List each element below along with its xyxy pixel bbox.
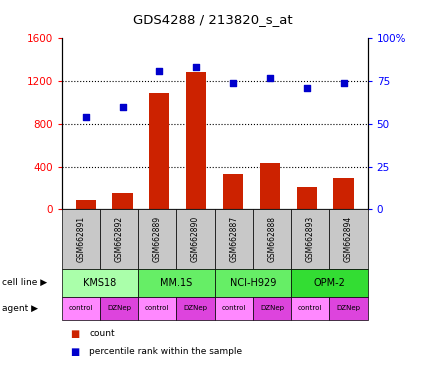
- Text: agent ▶: agent ▶: [2, 304, 38, 313]
- Text: GSM662892: GSM662892: [114, 216, 124, 262]
- Text: GSM662894: GSM662894: [344, 216, 353, 262]
- Point: [119, 104, 126, 110]
- Point: [266, 74, 273, 81]
- Text: KMS18: KMS18: [83, 278, 116, 288]
- Text: GSM662893: GSM662893: [306, 216, 315, 262]
- Point: [340, 80, 347, 86]
- Text: control: control: [145, 305, 170, 311]
- Point: [156, 68, 163, 74]
- Text: ■: ■: [70, 329, 79, 339]
- Bar: [186, 71, 206, 209]
- Text: percentile rank within the sample: percentile rank within the sample: [89, 347, 242, 356]
- Bar: [112, 193, 133, 209]
- Text: GSM662888: GSM662888: [267, 216, 277, 262]
- Text: control: control: [298, 305, 323, 311]
- Point: [193, 65, 200, 71]
- Text: DZNep: DZNep: [337, 305, 360, 311]
- Bar: [334, 178, 354, 209]
- Text: MM.1S: MM.1S: [160, 278, 193, 288]
- Point: [230, 80, 236, 86]
- Text: control: control: [221, 305, 246, 311]
- Text: GDS4288 / 213820_s_at: GDS4288 / 213820_s_at: [133, 13, 292, 26]
- Point: [82, 114, 89, 120]
- Text: GSM662891: GSM662891: [76, 216, 85, 262]
- Text: count: count: [89, 329, 115, 338]
- Bar: [260, 163, 280, 209]
- Text: GSM662890: GSM662890: [191, 216, 200, 262]
- Text: cell line ▶: cell line ▶: [2, 278, 47, 287]
- Text: GSM662889: GSM662889: [153, 216, 162, 262]
- Text: DZNep: DZNep: [260, 305, 284, 311]
- Text: control: control: [68, 305, 93, 311]
- Bar: [149, 93, 170, 209]
- Text: OPM-2: OPM-2: [313, 278, 345, 288]
- Bar: [223, 174, 243, 209]
- Text: NCI-H929: NCI-H929: [230, 278, 276, 288]
- Point: [303, 85, 310, 91]
- Text: GSM662887: GSM662887: [229, 216, 238, 262]
- Text: DZNep: DZNep: [107, 305, 131, 311]
- Bar: [297, 187, 317, 209]
- Text: ■: ■: [70, 347, 79, 357]
- Text: DZNep: DZNep: [184, 305, 207, 311]
- Bar: [76, 200, 96, 209]
